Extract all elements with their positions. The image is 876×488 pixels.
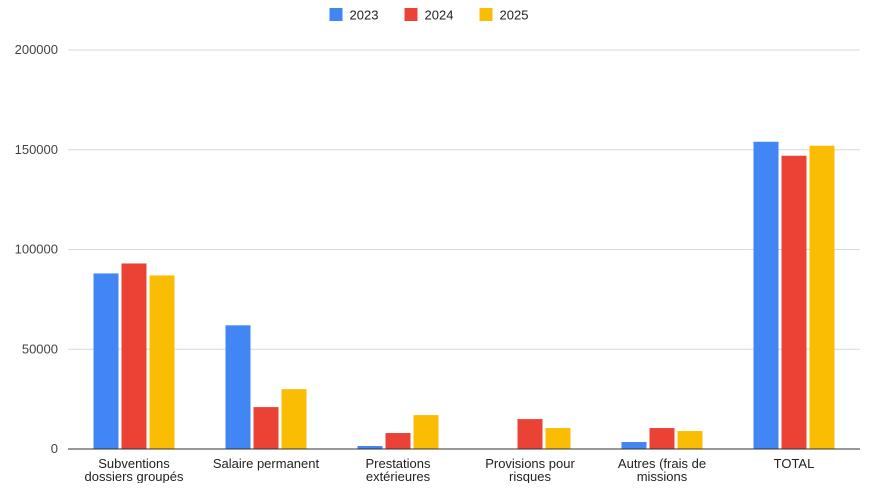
legend-swatch-2024 — [404, 8, 418, 21]
bar-2023 — [753, 141, 779, 449]
legend: 2023 2024 2025 — [329, 8, 529, 23]
axes: 0 50000 100000 150000 200000 Subventionsdossi… — [15, 42, 860, 484]
bar-2025 — [545, 428, 571, 449]
bar-2024 — [649, 428, 675, 449]
legend-label: 2025 — [500, 8, 529, 23]
x-tick-label: TOTAL — [774, 456, 815, 471]
y-tick-label: 200000 — [15, 42, 58, 57]
y-tick-label: 100000 — [15, 242, 58, 257]
y-tick-label: 0 — [51, 441, 58, 456]
legend-label: 2024 — [425, 8, 454, 23]
x-tick-label: Autres (frais de — [618, 456, 706, 471]
bars — [93, 141, 835, 450]
legend-swatch-2023 — [329, 8, 343, 21]
bar-2023 — [357, 446, 383, 449]
bar-2023 — [225, 325, 251, 449]
x-tick-label: extérieures — [366, 469, 431, 483]
bar-2025 — [281, 389, 307, 449]
bar-2025 — [413, 415, 439, 449]
gridlines — [68, 49, 860, 350]
bar-2025 — [149, 275, 175, 449]
bar-2025 — [677, 431, 703, 449]
bar-2024 — [253, 407, 279, 449]
bar-2024 — [781, 155, 807, 450]
y-tick-label: 50000 — [22, 341, 58, 356]
legend-swatch-2025 — [479, 8, 493, 21]
x-tick-label: Salaire permanent — [213, 456, 320, 471]
x-tick-label: risques — [509, 469, 551, 483]
bar-2023 — [93, 273, 119, 449]
x-tick-label: Prestations — [365, 456, 431, 471]
x-tick-label: dossiers groupés — [85, 469, 184, 483]
bar-2024 — [517, 419, 543, 449]
bar-2023 — [621, 442, 647, 449]
legend-label: 2023 — [350, 8, 379, 23]
bar-2024 — [121, 263, 147, 449]
x-tick-label: missions — [637, 469, 688, 483]
bar-2024 — [385, 433, 411, 449]
x-tick-label: Subventions — [98, 456, 170, 471]
bar-2025 — [809, 145, 835, 449]
y-tick-label: 150000 — [15, 142, 58, 157]
x-tick-label: Provisions pour — [485, 456, 575, 471]
